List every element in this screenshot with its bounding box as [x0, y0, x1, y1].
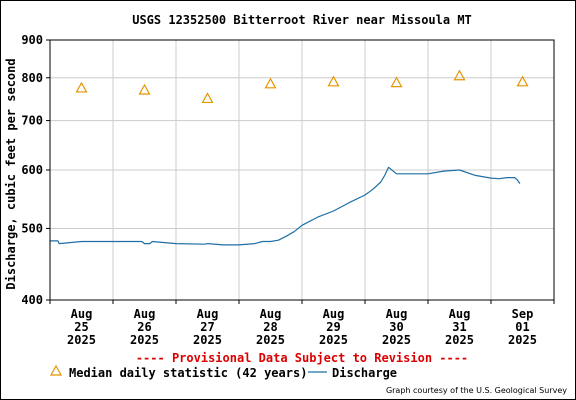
- y-tick-label: 400: [21, 293, 43, 307]
- legend-discharge-label: Discharge: [332, 366, 397, 380]
- median-point: [516, 75, 529, 87]
- y-axis-label: Discharge, cubic feet per second: [4, 58, 18, 289]
- x-tick-label: Aug 27 2025: [193, 307, 222, 347]
- y-axis-ticks: 400 500 600 700 800 900: [21, 33, 50, 307]
- legend-median-marker: [49, 364, 63, 376]
- x-tick-label: Aug 30 2025: [382, 307, 411, 347]
- median-point: [201, 92, 214, 104]
- chart-title: USGS 12352500 Bitterroot River near Miss…: [132, 13, 472, 27]
- grid: [50, 39, 554, 301]
- x-tick-label: Sep 01 2025: [508, 307, 537, 347]
- discharge-line: [50, 166, 521, 246]
- series-layer: [50, 69, 529, 246]
- median-point: [390, 76, 403, 88]
- y-tick-label: 500: [21, 221, 43, 235]
- x-tick-label: Aug 28 2025: [256, 307, 285, 347]
- median-point: [327, 75, 340, 87]
- x-tick-label: Aug 31 2025: [445, 307, 474, 347]
- provisional-note: ---- Provisional Data Subject to Revisio…: [136, 351, 468, 365]
- x-axis-ticks: Aug 25 2025 Aug 26 2025 Aug 27 2025 Aug 28 2025 Aug 2…: [49, 300, 555, 347]
- x-tick-label: Aug 29 2025: [319, 307, 348, 347]
- median-point: [453, 69, 466, 81]
- legend-median-label: Median daily statistic (42 years): [69, 366, 307, 380]
- x-tick-label: Aug 25 2025: [67, 307, 96, 347]
- x-tick-label: Aug 26 2025: [130, 307, 159, 347]
- y-tick-label: 800: [21, 71, 43, 85]
- median-point: [264, 77, 277, 89]
- median-point: [75, 81, 88, 93]
- median-point: [138, 83, 151, 95]
- credit-text: Graph courtesy of the U.S. Geological Su…: [386, 386, 567, 395]
- legend: Median daily statistic (42 years) Discha…: [49, 364, 397, 380]
- y-tick-label: 900: [21, 33, 43, 47]
- y-tick-label: 600: [21, 163, 43, 177]
- y-tick-label: 700: [21, 114, 43, 128]
